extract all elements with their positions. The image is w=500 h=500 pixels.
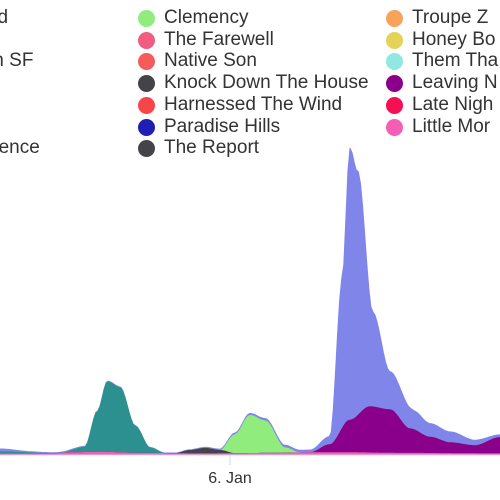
legend-label: Adolescence bbox=[0, 137, 40, 159]
legend-marker bbox=[386, 96, 403, 114]
series-area[interactable] bbox=[0, 147, 500, 455]
legend-marker bbox=[138, 140, 155, 158]
legend-label: Them Tha bbox=[412, 50, 499, 72]
legend-label: Native Son bbox=[164, 50, 257, 72]
legend-marker bbox=[138, 31, 155, 49]
legend-marker bbox=[386, 53, 403, 71]
legend-marker bbox=[386, 75, 403, 93]
legend-marker bbox=[138, 75, 155, 93]
x-tick-label: 6. Jan bbox=[208, 470, 252, 487]
legend-marker bbox=[386, 10, 403, 27]
legend-label: Little Mor bbox=[412, 115, 491, 137]
legend-label: Knock Down The House bbox=[164, 72, 369, 94]
legend-marker bbox=[138, 10, 155, 27]
legend-label: Honey Bo bbox=[412, 28, 496, 50]
legend-label: k Man In SF bbox=[0, 50, 34, 72]
legend-label: y Wicked bbox=[0, 7, 9, 28]
legend-label: Harnessed The Wind bbox=[164, 93, 343, 115]
legend-label: Troupe Z bbox=[412, 7, 489, 28]
legend-label: Leaving N bbox=[412, 72, 498, 94]
legend-marker bbox=[138, 53, 155, 71]
legend-label: The Farewell bbox=[164, 28, 274, 50]
legend-marker bbox=[138, 118, 155, 136]
legend-label: Clemency bbox=[164, 7, 249, 28]
legend-label: Late Nigh bbox=[412, 93, 494, 115]
legend-marker bbox=[386, 31, 403, 49]
legend-label: The Report bbox=[164, 137, 260, 159]
series-layer bbox=[0, 147, 500, 456]
legend-label: Paradise Hills bbox=[164, 115, 281, 137]
legend: y Wickedzzsawk Man In SFenirkangAdolesce… bbox=[0, 0, 500, 165]
legend-marker bbox=[386, 118, 403, 136]
legend-marker bbox=[138, 96, 155, 114]
